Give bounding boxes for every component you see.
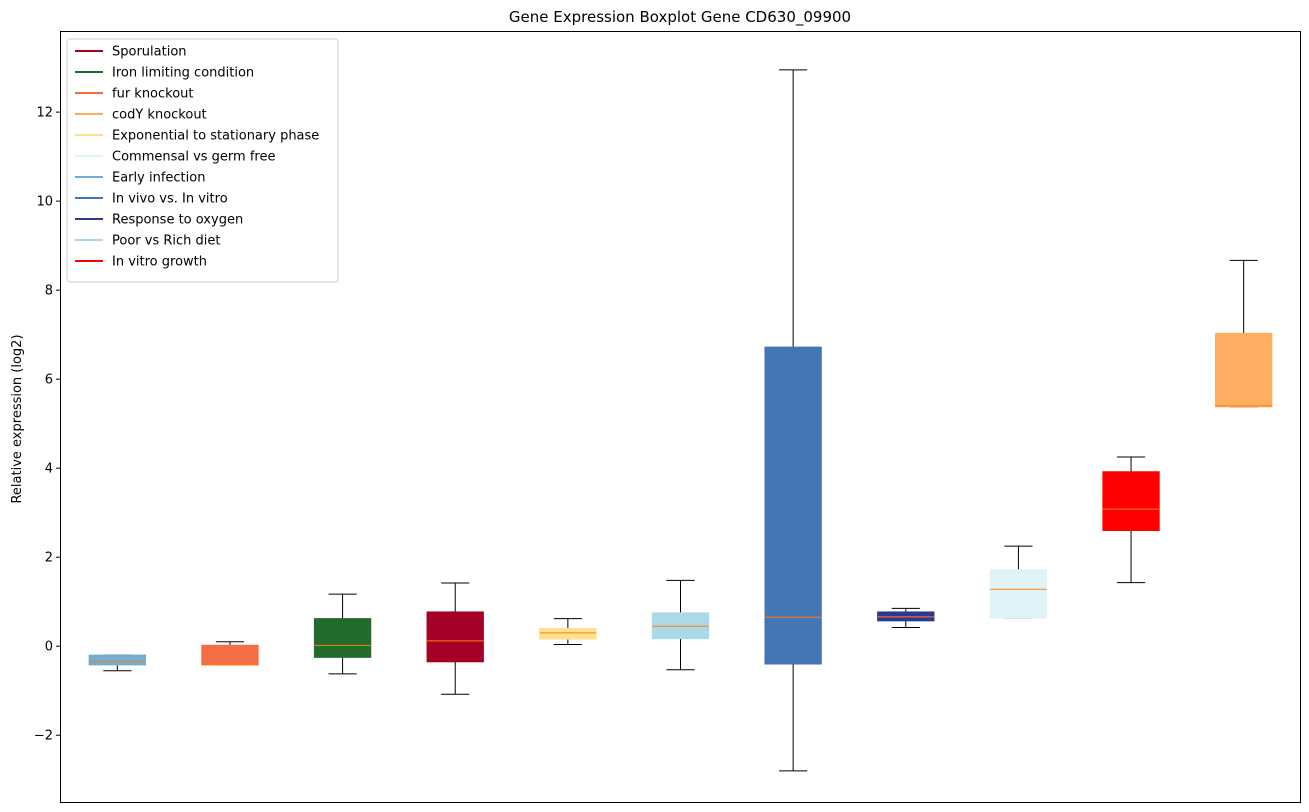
legend-label: In vitro growth <box>112 255 207 270</box>
y-axis-label: Relative expression (log2) <box>10 334 25 503</box>
chart-title: Gene Expression Boxplot Gene CD630_09900 <box>509 8 851 27</box>
legend-label: Early infection <box>112 171 205 186</box>
box-group <box>1102 456 1160 584</box>
legend-label: Response to oxygen <box>112 213 243 228</box>
y-tick-label: 6 <box>45 373 53 388</box>
legend-label: Commensal vs germ free <box>112 150 275 165</box>
y-tick-label: 4 <box>45 462 53 477</box>
box-group <box>764 69 822 772</box>
y-axis: −2 0 2 4 6 8 10 12 <box>34 106 61 744</box>
y-tick-label: 2 <box>45 551 53 566</box>
box-group <box>426 582 484 695</box>
box-group <box>651 579 710 671</box>
legend-label: Exponential to stationary phase <box>112 129 319 144</box>
box-group <box>88 654 146 672</box>
plot-frame <box>60 31 1301 803</box>
legend-frame <box>66 38 339 283</box>
box-iqr <box>1215 332 1273 408</box>
box-iqr <box>539 627 597 640</box>
box-iqr <box>764 346 822 665</box>
box-group <box>201 641 259 666</box>
box-group <box>989 545 1048 619</box>
box-iqr <box>313 618 372 658</box>
box-group <box>1215 259 1273 408</box>
y-tick-label: 12 <box>36 106 53 121</box>
legend-label: fur knockout <box>112 87 194 102</box>
box-group <box>877 607 935 629</box>
y-tick-label: 10 <box>36 195 53 210</box>
y-tick-label: 8 <box>45 284 53 299</box>
legend-label: Sporulation <box>112 45 187 60</box>
box-iqr <box>88 654 146 666</box>
y-tick-label: 0 <box>45 640 53 655</box>
box-group <box>313 593 372 675</box>
box-iqr <box>1102 471 1160 531</box>
box-iqr <box>201 644 259 666</box>
legend-label: Poor vs Rich diet <box>112 234 220 249</box>
legend-label: codY knockout <box>112 108 207 123</box>
plot-area <box>88 69 1273 772</box>
y-tick-label: −2 <box>34 729 53 744</box>
legend-label: Iron limiting condition <box>112 66 254 81</box>
legend-label: In vivo vs. In vitro <box>112 192 228 207</box>
box-iqr <box>989 569 1048 619</box>
legend: Sporulation Iron limiting condition fur kn… <box>66 38 339 283</box>
box-iqr <box>426 611 484 663</box>
box-group <box>539 618 597 645</box>
